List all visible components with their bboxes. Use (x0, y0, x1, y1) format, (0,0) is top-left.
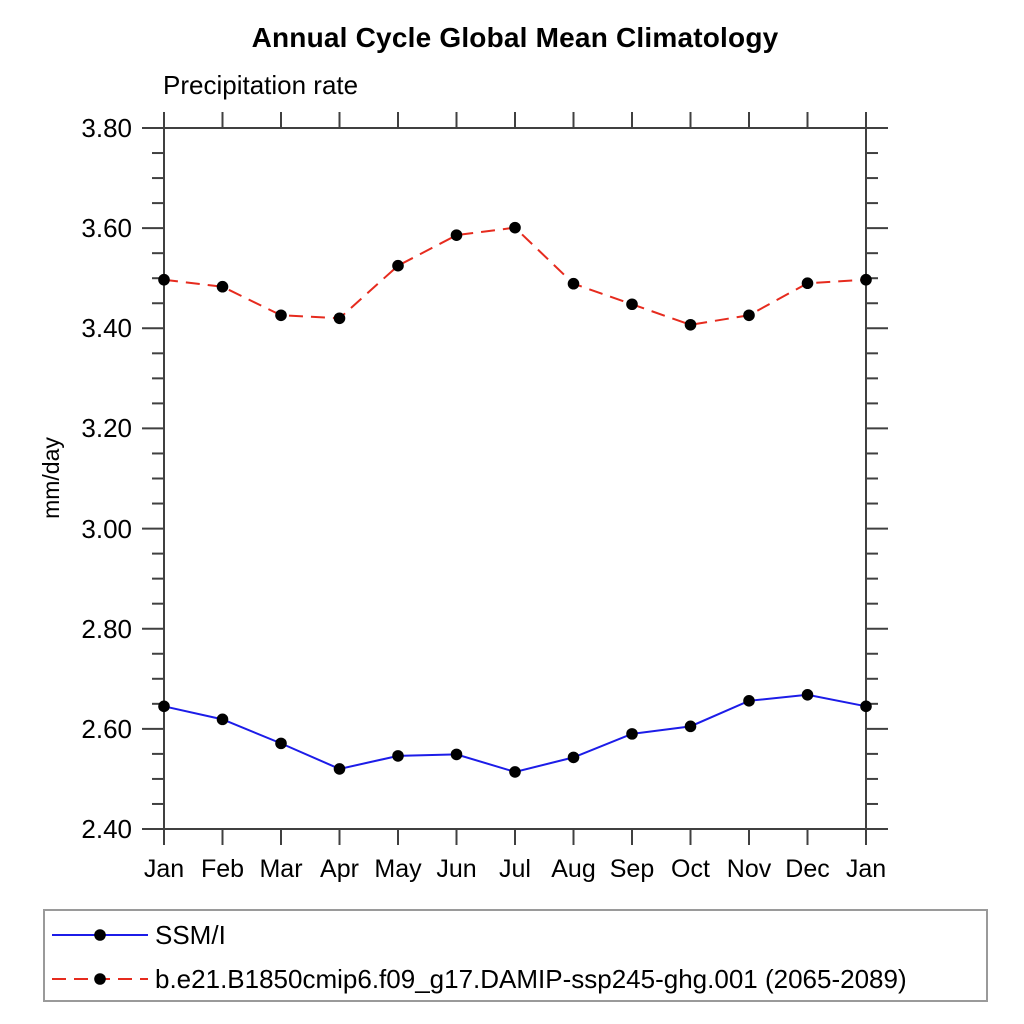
legend-item-ssmi: SSM/I (45, 913, 986, 957)
data-point-marker (333, 763, 346, 775)
data-point-marker (626, 298, 638, 311)
chart-title: Annual Cycle Global Mean Climatology (251, 22, 779, 53)
x-tick-label: May (374, 855, 422, 883)
chart-subtitle: Precipitation rate (163, 70, 359, 100)
data-point-marker (860, 273, 872, 286)
x-tick-label: Oct (671, 855, 710, 883)
legend-sample-line-solid (52, 929, 148, 941)
y-tick-label: 2.40 (81, 814, 132, 844)
legend-label-ssmi: SSM/I (155, 919, 226, 950)
data-point-marker (158, 273, 170, 286)
x-tick-label: Jul (499, 855, 531, 883)
x-tick-label: Jan (845, 855, 887, 883)
y-tick-label: 3.80 (81, 113, 132, 143)
x-tick-label: Sep (609, 855, 655, 883)
x-tick-label: Apr (320, 855, 359, 883)
y-tick-label: 2.60 (81, 713, 132, 744)
legend-sample-marker (94, 929, 106, 941)
x-tick-label: Jun (436, 855, 477, 883)
data-point-marker (684, 318, 697, 331)
data-point-marker (392, 750, 404, 762)
data-point-marker (509, 221, 521, 234)
x-tick-label: Jan (143, 855, 185, 883)
x-tick-label: Dec (785, 855, 830, 883)
data-point-marker (860, 700, 872, 713)
y-tick-label: 2.80 (81, 613, 132, 644)
data-point-marker (567, 277, 580, 290)
x-tick-label: Aug (551, 855, 596, 883)
x-tick-label: Mar (259, 855, 303, 883)
data-point-marker (743, 695, 755, 707)
y-tick-label: 3.20 (81, 413, 132, 444)
x-tick-label: Feb (200, 855, 245, 883)
data-point-marker (275, 737, 287, 750)
x-tick-label: Nov (726, 855, 772, 883)
data-point-marker (684, 720, 697, 733)
y-tick-label: 3.60 (81, 213, 132, 244)
data-point-marker (333, 312, 346, 325)
legend-sample-line-dashed (52, 973, 148, 985)
data-point-marker (567, 751, 580, 764)
y-tick-label: 3.00 (81, 513, 132, 544)
data-point-marker (158, 700, 170, 713)
data-point-marker (509, 766, 521, 778)
data-point-marker (392, 259, 404, 272)
data-point-marker (450, 748, 463, 761)
data-point-marker (801, 689, 814, 701)
data-point-marker (801, 277, 814, 290)
series-line-1 (163, 226, 867, 326)
series-line-0 (163, 693, 867, 773)
data-point-marker (743, 309, 755, 322)
legend-item-model: b.e21.B1850cmip6.f09_g17.DAMIP-ssp245-gh… (45, 957, 986, 1001)
data-point-marker (275, 309, 287, 322)
legend-label-model: b.e21.B1850cmip6.f09_g17.DAMIP-ssp245-gh… (155, 963, 907, 994)
data-point-marker (450, 229, 463, 241)
y-tick-label: 3.40 (81, 313, 132, 344)
data-point-marker (216, 280, 229, 293)
legend-sample-marker (94, 973, 106, 985)
data-point-marker (216, 713, 229, 726)
legend: SSM/I b.e21.B1850cmip6.f09_g17.DAMIP-ssp… (43, 909, 988, 1002)
data-point-marker (626, 728, 638, 740)
